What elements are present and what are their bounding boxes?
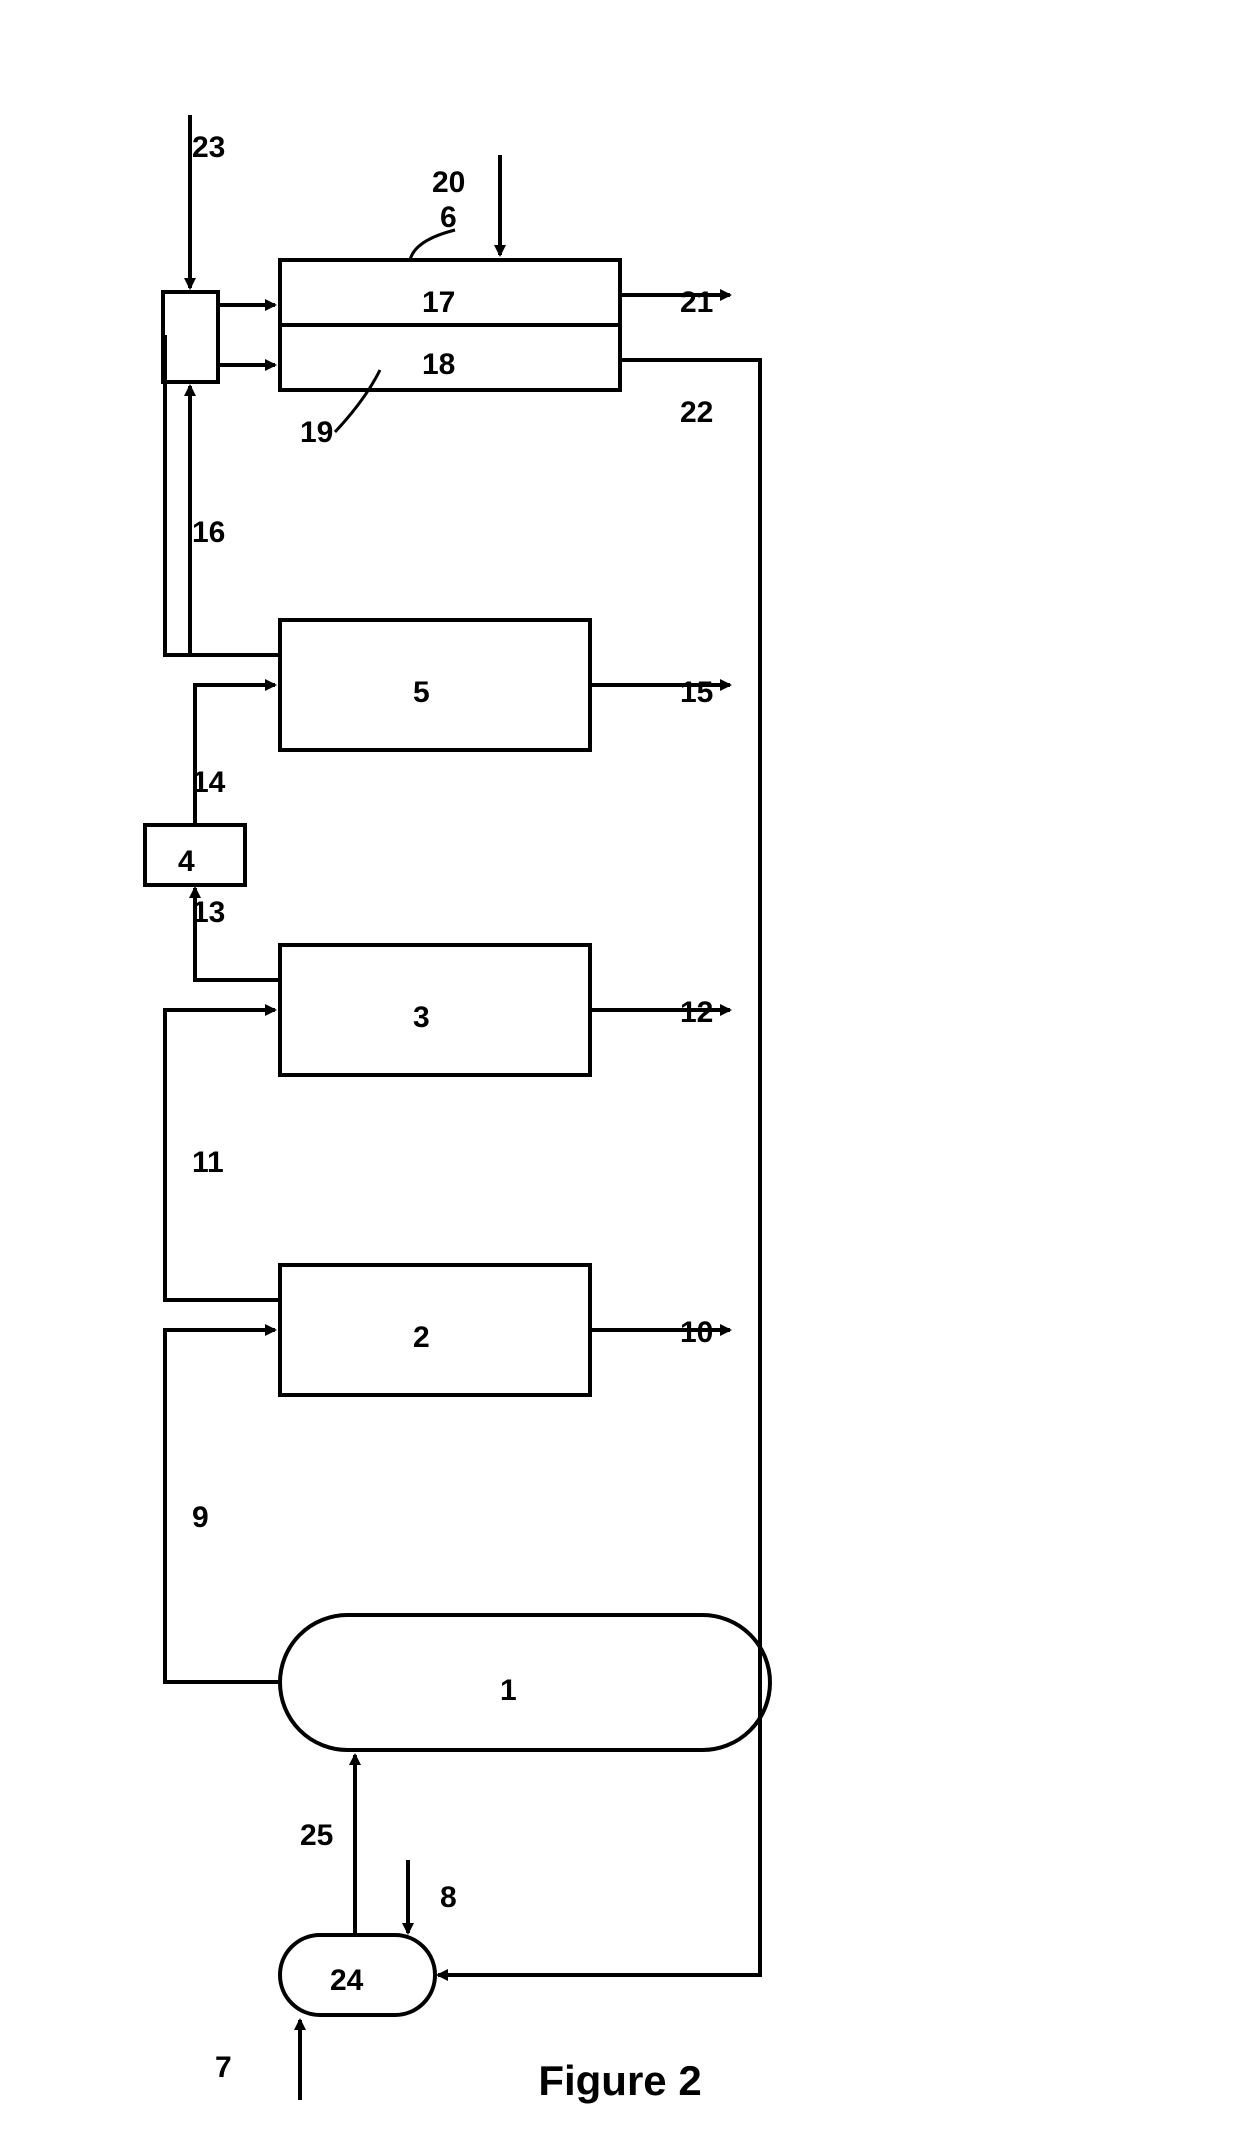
figure-title: Figure 2: [538, 2057, 701, 2105]
label-7: 7: [215, 2051, 232, 2085]
label-12: 12: [680, 996, 713, 1030]
label-5: 5: [413, 676, 430, 710]
label-3: 3: [413, 1001, 430, 1035]
label-18: 18: [422, 348, 455, 382]
label-14: 14: [192, 766, 225, 800]
label-4: 4: [178, 845, 195, 879]
label-15: 15: [680, 676, 713, 710]
label-6: 6: [440, 201, 457, 235]
label-10: 10: [680, 1316, 713, 1350]
label-24: 24: [330, 1964, 363, 1998]
label-11: 11: [192, 1146, 224, 1180]
label-2: 2: [413, 1321, 430, 1355]
label-13: 13: [192, 896, 225, 930]
label-19: 19: [300, 416, 333, 450]
label-22: 22: [680, 396, 713, 430]
label-17: 17: [422, 286, 455, 320]
label-1: 1: [500, 1674, 517, 1708]
diagram-canvas: [0, 0, 1240, 2145]
label-21: 21: [680, 286, 713, 320]
label-23: 23: [192, 131, 225, 165]
label-8: 8: [440, 1881, 457, 1915]
label-9: 9: [192, 1501, 209, 1535]
label-20: 20: [432, 166, 465, 200]
label-16: 16: [192, 516, 225, 550]
label-25: 25: [300, 1819, 333, 1853]
